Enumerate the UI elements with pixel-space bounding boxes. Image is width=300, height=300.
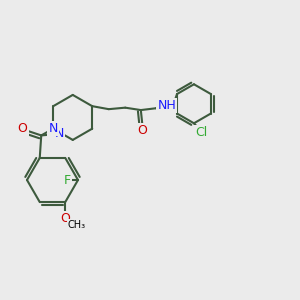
Text: N: N [55, 128, 64, 140]
Text: Cl: Cl [196, 126, 208, 139]
Text: O: O [60, 212, 70, 225]
Text: NH: NH [157, 99, 176, 112]
Text: O: O [137, 124, 147, 137]
Text: N: N [49, 122, 58, 135]
Text: CH₃: CH₃ [68, 220, 86, 230]
Text: F: F [64, 173, 71, 187]
Text: O: O [17, 122, 27, 135]
